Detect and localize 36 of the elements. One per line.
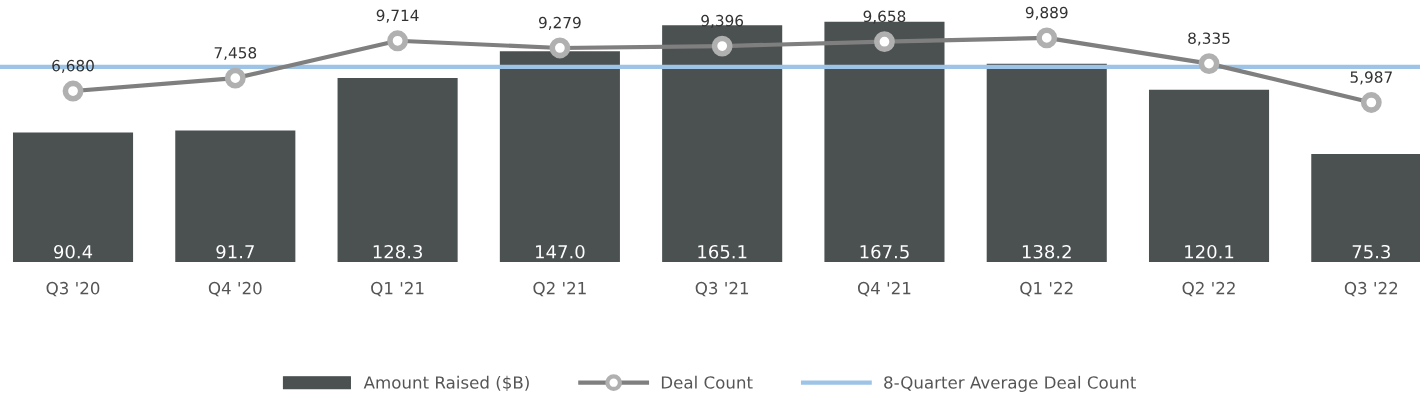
data-label: 75.3 — [1352, 244, 1390, 259]
bar — [1148, 89, 1270, 263]
data-label: 120.1 — [1185, 244, 1234, 259]
x-tick-label: Q3 '22 — [1344, 281, 1398, 297]
legend-label: 8-Quarter Average Deal Count — [884, 375, 1136, 392]
bar — [175, 130, 296, 263]
data-label: 9,714 — [376, 9, 419, 23]
data-label: 138.2 — [1022, 244, 1071, 259]
data-label: 128.3 — [373, 244, 422, 259]
data-label: 7,458 — [214, 46, 257, 61]
data-label: 9,658 — [863, 10, 906, 24]
data-label: 6,680 — [52, 59, 94, 73]
data-label: 147.0 — [536, 244, 585, 259]
data-label: 9,889 — [1025, 6, 1068, 20]
bar — [499, 51, 620, 263]
x-tick-label: Q3 '20 — [46, 281, 100, 297]
legend-label: Amount Raised ($B) — [363, 375, 529, 391]
x-tick-label: Q3 '21 — [695, 281, 749, 297]
data-label: 167.5 — [860, 244, 909, 259]
x-tick-label: Q1 '21 — [371, 281, 424, 297]
legend-label: Deal Count — [661, 375, 753, 389]
bar — [986, 63, 1107, 263]
bar — [337, 78, 458, 263]
x-tick-label: Q4 '20 — [208, 281, 262, 297]
data-label: 5,987 — [1350, 71, 1392, 85]
data-label: 9,279 — [538, 16, 581, 30]
data-label: 91.7 — [216, 244, 254, 259]
x-tick-label: Q2 '21 — [533, 281, 586, 297]
data-label: 9,396 — [701, 14, 744, 28]
data-label: 8,335 — [1188, 32, 1230, 46]
x-tick-label: Q2 '22 — [1182, 281, 1235, 297]
data-label: 165.1 — [698, 244, 747, 259]
data-label: 90.4 — [54, 244, 93, 259]
x-tick-label: Q4 '21 — [857, 281, 911, 297]
bar — [12, 132, 134, 263]
x-tick-label: Q1 '22 — [1020, 281, 1073, 297]
